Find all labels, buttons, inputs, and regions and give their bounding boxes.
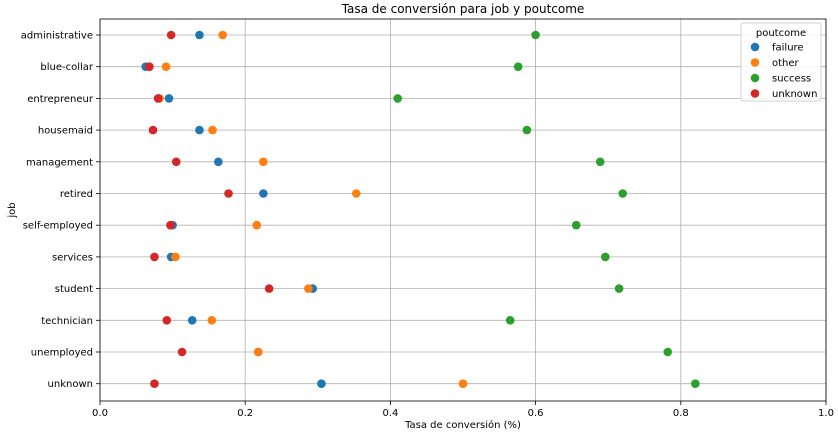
data-points <box>141 30 700 389</box>
point-success <box>691 379 700 389</box>
point-failure <box>195 30 204 40</box>
point-other <box>208 125 217 135</box>
point-failure <box>317 379 326 389</box>
point-success <box>522 125 532 135</box>
x-axis: 0.0 0.2 0.4 0.6 0.8 1.0 <box>92 401 834 419</box>
plot-area <box>100 19 826 401</box>
legend-label-success: success <box>772 74 811 85</box>
point-success <box>531 30 540 40</box>
point-other <box>253 347 263 357</box>
x-tick-label: 0.8 <box>673 408 689 419</box>
point-success <box>571 220 581 230</box>
y-tick-label: services <box>52 252 93 263</box>
x-tick-label: 0.0 <box>92 408 108 419</box>
legend: poutcome failure other success unknown <box>740 22 822 102</box>
point-unknown <box>166 220 175 230</box>
point-success <box>618 189 628 198</box>
point-unknown <box>177 347 187 357</box>
point-unknown <box>162 316 172 325</box>
point-other <box>161 62 171 71</box>
legend-label-unknown: unknown <box>772 89 817 100</box>
point-success <box>663 347 673 357</box>
y-tick-label: unknown <box>48 379 93 390</box>
legend-label-other: other <box>772 58 800 69</box>
point-other <box>171 252 180 262</box>
point-other <box>259 157 268 167</box>
point-failure <box>164 94 174 103</box>
point-failure <box>259 189 268 198</box>
legend-marker-unknown <box>750 89 760 98</box>
legend-box <box>740 22 822 102</box>
legend-marker-other <box>750 58 760 67</box>
point-unknown <box>153 94 163 103</box>
x-tick-label: 0.2 <box>237 408 253 419</box>
point-unknown <box>171 157 181 167</box>
x-tick-label: 0.4 <box>382 408 398 419</box>
x-tick-label: 0.6 <box>528 408 544 419</box>
y-axis-label: job <box>7 202 18 218</box>
point-unknown <box>224 189 233 198</box>
point-other <box>351 189 361 198</box>
point-success <box>513 62 523 71</box>
point-failure <box>214 157 223 167</box>
y-tick-label: administrative <box>21 31 93 42</box>
point-failure <box>195 125 204 135</box>
point-success <box>393 94 402 103</box>
point-success <box>614 284 624 293</box>
y-tick-label: self-employed <box>23 221 93 232</box>
point-unknown <box>264 284 274 293</box>
point-other <box>458 379 468 389</box>
x-tick-label: 1.0 <box>818 408 834 419</box>
point-other <box>252 220 262 230</box>
y-tick-label: housemaid <box>38 126 93 137</box>
y-tick-label: unemployed <box>31 348 93 359</box>
y-tick-label: management <box>26 157 93 168</box>
point-unknown <box>150 379 159 389</box>
y-tick-label: technician <box>41 316 93 327</box>
x-axis-label: Tasa de conversión (%) <box>404 419 521 431</box>
plot-frame <box>99 18 827 402</box>
point-unknown <box>150 252 159 262</box>
point-other <box>207 316 217 325</box>
legend-label-failure: failure <box>772 43 804 54</box>
chart-title: Tasa de conversión para job y poutcome <box>341 2 585 16</box>
y-tick-label: entrepreneur <box>27 94 94 105</box>
y-axis: administrative blue-collar entrepreneur hou… <box>21 31 100 390</box>
y-tick-label: blue-collar <box>40 62 94 73</box>
point-success <box>505 316 515 325</box>
point-unknown <box>145 62 154 71</box>
legend-title: poutcome <box>756 28 806 39</box>
point-failure <box>187 316 197 325</box>
point-other <box>304 284 313 293</box>
legend-marker-failure <box>750 42 760 52</box>
point-unknown <box>148 125 158 135</box>
point-success <box>595 157 605 167</box>
y-tick-label: student <box>55 284 93 295</box>
point-success <box>600 252 610 262</box>
legend-marker-success <box>750 73 760 83</box>
point-unknown <box>166 30 176 40</box>
point-other <box>218 30 227 40</box>
y-tick-label: retired <box>60 189 93 200</box>
